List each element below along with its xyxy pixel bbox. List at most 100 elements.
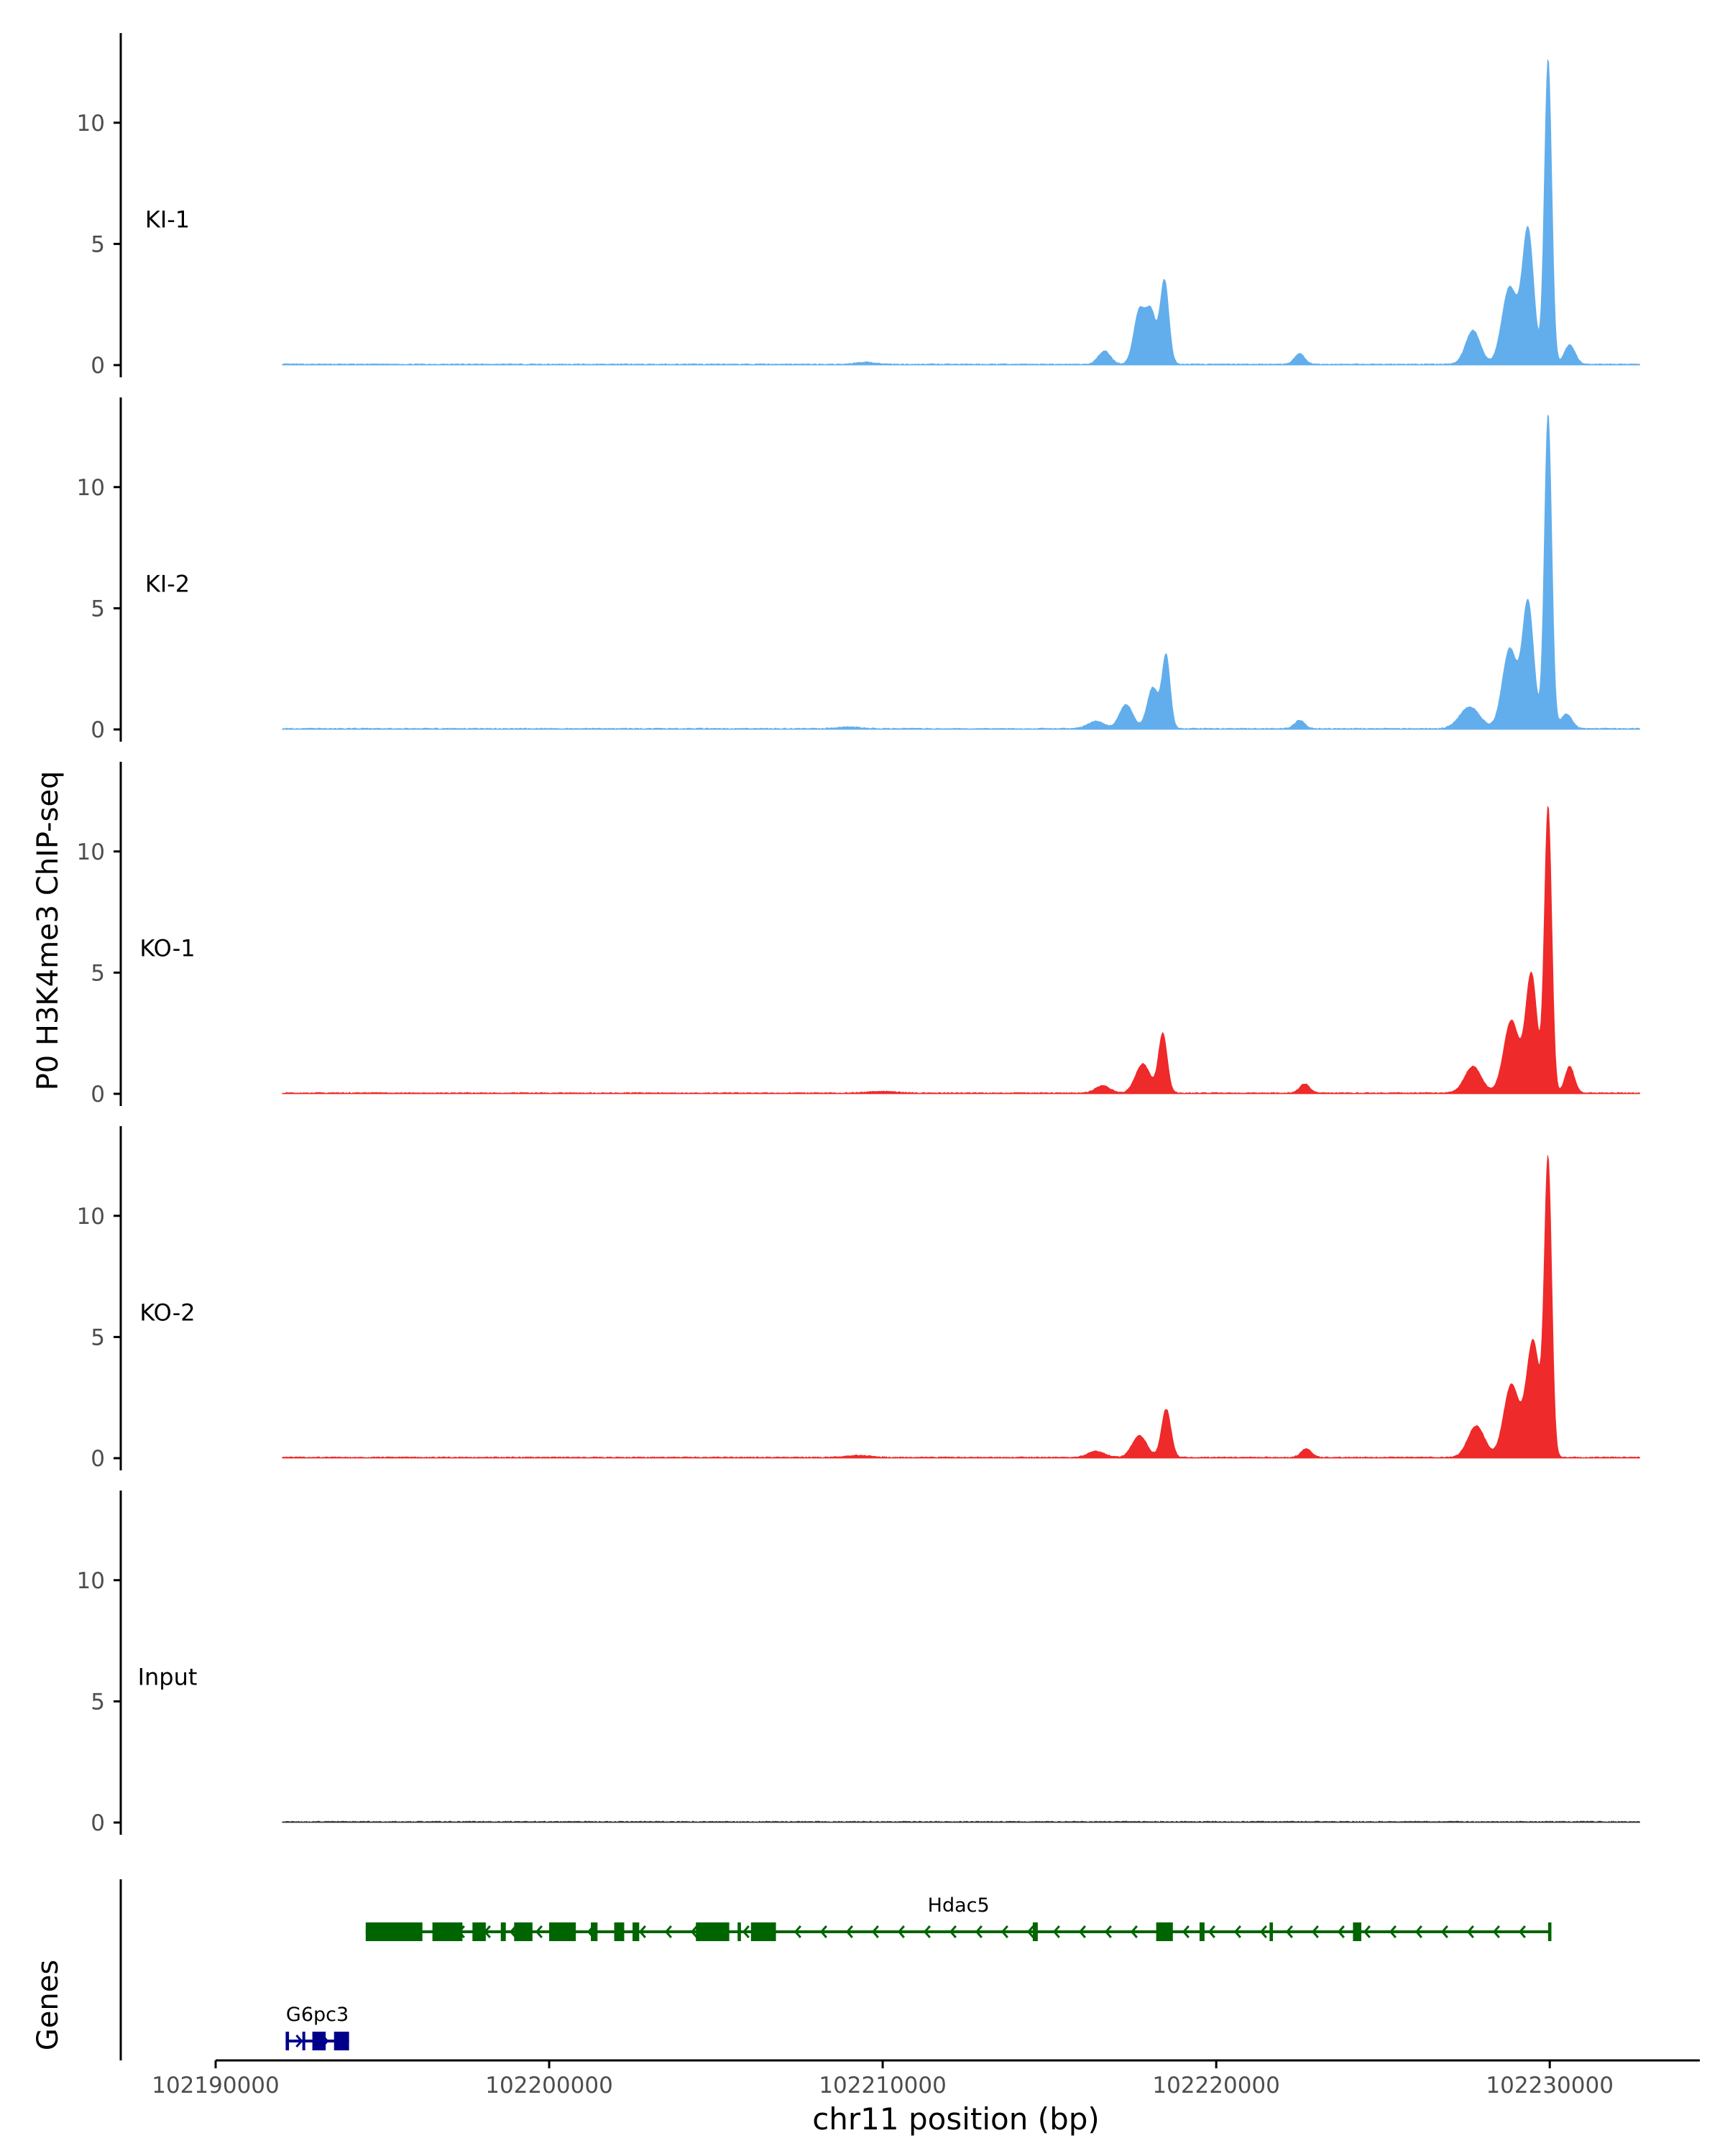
- strand-arrow: [1182, 1925, 1190, 1938]
- exon: [1199, 1922, 1205, 1941]
- x-tick-label: 102190000: [152, 2073, 280, 2099]
- exon: [1353, 1922, 1361, 1941]
- exon: [334, 2032, 349, 2050]
- track-ko-1: 0 5 10 KO-1: [77, 762, 1640, 1107]
- y-tick-label: 5: [91, 596, 105, 622]
- strand-arrow: [664, 1925, 672, 1938]
- strand-arrow: [1285, 1925, 1293, 1938]
- signal-area: [282, 414, 1640, 730]
- exon: [514, 1922, 533, 1941]
- track-label: KI-1: [145, 206, 190, 234]
- x-tick-label: 102200000: [485, 2073, 613, 2099]
- strand-arrow: [897, 1925, 905, 1938]
- strand-arrow: [1052, 1925, 1060, 1938]
- y-tick-label: 10: [77, 1568, 105, 1594]
- exon: [500, 1922, 506, 1941]
- exon: [1269, 1922, 1274, 1941]
- exon: [302, 2032, 305, 2050]
- x-tick-label: 102220000: [1152, 2073, 1280, 2099]
- exon: [1156, 1922, 1173, 1941]
- exon: [1547, 1922, 1552, 1941]
- strand-arrow: [742, 1925, 750, 1938]
- gene-label: Hdac5: [928, 1894, 990, 1917]
- y-tick-label: 0: [91, 1446, 105, 1472]
- strand-arrow: [794, 1925, 801, 1938]
- x-tick-label: 102210000: [819, 2073, 947, 2099]
- exon: [632, 1922, 640, 1941]
- exon: [472, 1922, 486, 1941]
- strand-arrow: [975, 1925, 983, 1938]
- track-input: 0 5 10 Input: [77, 1491, 1640, 1836]
- y-tick-label: 0: [91, 1082, 105, 1107]
- strand-arrow: [845, 1925, 853, 1938]
- strand-arrow: [1414, 1925, 1422, 1938]
- strand-arrow: [1233, 1925, 1241, 1938]
- y-tick-label: 0: [91, 353, 105, 379]
- signal-area: [282, 806, 1640, 1095]
- genes-track-title: Genes: [32, 1960, 65, 2050]
- strand-arrow: [1337, 1925, 1345, 1938]
- signal-area: [282, 58, 1640, 366]
- y-tick-label: 5: [91, 960, 105, 986]
- strand-arrow: [295, 2035, 303, 2047]
- strand-arrow: [923, 1925, 931, 1938]
- gene-label: G6pc3: [286, 2004, 349, 2026]
- exon: [365, 1922, 423, 1941]
- exon: [591, 1922, 598, 1941]
- y-axis-title: P0 H3K4me3 ChIP-seq: [32, 771, 65, 1091]
- strand-arrow: [949, 1925, 957, 1938]
- track-label: KO-2: [139, 1299, 195, 1327]
- strand-arrow: [1208, 1925, 1215, 1938]
- exon: [549, 1922, 576, 1941]
- strand-arrow: [1000, 1925, 1008, 1938]
- strand-arrow: [1440, 1925, 1448, 1938]
- strand-arrow: [1518, 1925, 1526, 1938]
- strand-arrow: [535, 1925, 543, 1938]
- gene-track: Hdac5 G6pc3: [119, 1879, 1552, 2060]
- y-tick-label: 10: [77, 1204, 105, 1230]
- track-ki-1: 0 5 10 KI-1: [77, 33, 1640, 379]
- exon: [432, 1922, 463, 1941]
- strand-arrow: [690, 1925, 698, 1938]
- exon: [750, 1922, 776, 1941]
- strand-arrow: [1492, 1925, 1500, 1938]
- y-tick-label: 10: [77, 111, 105, 137]
- y-tick-label: 5: [91, 231, 105, 257]
- strand-arrow: [1078, 1925, 1086, 1938]
- strand-arrow: [1259, 1925, 1267, 1938]
- track-ki-2: 0 5 10 KI-2: [77, 397, 1640, 743]
- strand-arrow: [1026, 1925, 1034, 1938]
- signal-area: [282, 1820, 1640, 1823]
- y-tick-label: 5: [91, 1325, 105, 1350]
- y-tick-label: 5: [91, 1689, 105, 1715]
- strand-arrow: [1130, 1925, 1138, 1938]
- x-axis: 102190000 102200000 102210000 102220000 1022…: [152, 2059, 1700, 2099]
- x-axis-title: chr11 position (bp): [812, 2101, 1100, 2137]
- signal-area: [282, 1155, 1640, 1459]
- tracks: 0 5 10 KI-1 0 5 10 KI-2 0 5 10 KO-1 0 5 10 KO-2 0 5 10 Inpu…: [77, 33, 1640, 1836]
- track-label: KI-2: [145, 571, 190, 598]
- gene-g6pc3: G6pc3: [285, 2004, 349, 2050]
- strand-arrow: [1363, 1925, 1371, 1938]
- y-tick-label: 10: [77, 475, 105, 501]
- y-tick-label: 0: [91, 1810, 105, 1836]
- strand-arrow: [1389, 1925, 1397, 1938]
- track-ko-2: 0 5 10 KO-2: [77, 1126, 1640, 1472]
- strand-arrow: [1466, 1925, 1474, 1938]
- exon: [1032, 1922, 1038, 1941]
- track-label: Input: [138, 1664, 198, 1691]
- track-label: KO-1: [139, 935, 195, 962]
- exon: [614, 1922, 625, 1941]
- strand-arrow: [1311, 1925, 1319, 1938]
- strand-arrow: [1104, 1925, 1112, 1938]
- strand-arrow: [819, 1925, 827, 1938]
- strand-arrow: [638, 1925, 646, 1938]
- y-tick-label: 10: [77, 839, 105, 865]
- strand-arrow: [871, 1925, 879, 1938]
- exon: [312, 2032, 326, 2050]
- exon: [737, 1922, 741, 1941]
- x-tick-label: 102230000: [1486, 2073, 1614, 2099]
- exon: [285, 2032, 290, 2050]
- y-tick-label: 0: [91, 717, 105, 743]
